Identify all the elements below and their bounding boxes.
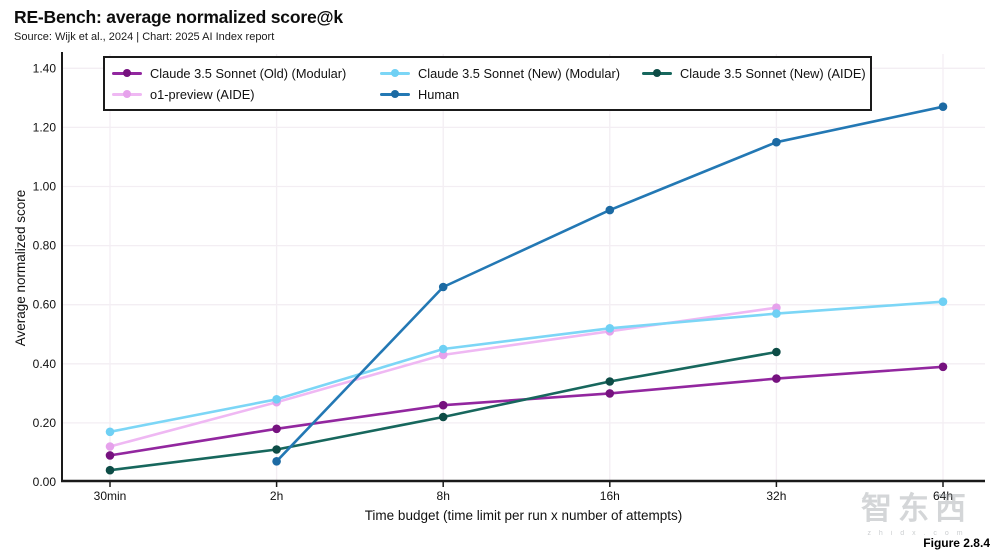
legend-label: Claude 3.5 Sonnet (New) (Modular): [418, 65, 621, 81]
data-point-series-0: [772, 374, 781, 383]
data-point-series-2: [605, 377, 615, 386]
data-point-series-2: [438, 412, 448, 422]
data-point-series-3: [438, 350, 448, 360]
y-tick-label: 1.20: [33, 120, 57, 134]
legend-item-claude-new-aide: Claude 3.5 Sonnet (New) (AIDE): [642, 63, 866, 83]
legend-label: Claude 3.5 Sonnet (Old) (Modular): [150, 65, 347, 81]
series-line-1: [108, 300, 945, 434]
data-point-series-3: [772, 303, 781, 313]
data-point-series-0: [272, 424, 281, 434]
y-tick-label: 0.40: [33, 357, 57, 371]
legend-swatch-icon: [642, 69, 672, 77]
legend-item-human: Human: [380, 84, 642, 104]
x-tick-label: 2h: [270, 489, 283, 503]
x-tick-label: 16h: [600, 489, 620, 503]
data-point-series-1: [105, 427, 115, 437]
legend-item-claude-old-modular: Claude 3.5 Sonnet (Old) (Modular): [112, 63, 380, 83]
legend-swatch-icon: [112, 69, 142, 77]
data-point-series-0: [938, 362, 948, 372]
data-point-series-4: [605, 205, 615, 215]
data-point-series-1: [438, 344, 448, 354]
data-point-series-1: [272, 395, 281, 404]
data-point-series-4: [272, 457, 281, 466]
y-tick-label: 1.40: [33, 61, 57, 75]
legend-item-o1-preview-aide: o1-preview (AIDE): [112, 84, 380, 104]
legend: Claude 3.5 Sonnet (Old) (Modular) Claude…: [103, 56, 872, 111]
x-axis-title: Time budget (time limit per run x number…: [364, 508, 683, 523]
x-tick-label: 64h: [933, 489, 953, 503]
y-tick-label: 0.00: [33, 475, 57, 489]
y-tick-label: 0.60: [33, 298, 57, 312]
x-tick-label: 32h: [766, 489, 786, 503]
chart-title: RE-Bench: average normalized score@k: [14, 7, 343, 27]
data-point-series-4: [438, 282, 448, 292]
legend-swatch-icon: [380, 90, 410, 98]
y-tick-label: 0.20: [33, 416, 57, 430]
legend-label: o1-preview (AIDE): [150, 86, 255, 102]
figure-label: Figure 2.8.4: [923, 536, 990, 550]
data-point-series-0: [105, 451, 115, 460]
data-point-series-2: [105, 465, 115, 475]
x-tick-label: 30min: [94, 489, 127, 503]
data-point-series-2: [272, 445, 281, 454]
data-point-series-2: [772, 347, 781, 357]
data-point-series-1: [772, 309, 781, 318]
legend-label: Claude 3.5 Sonnet (New) (AIDE): [680, 65, 866, 81]
x-tick-label: 8h: [437, 489, 450, 503]
data-point-series-1: [938, 297, 948, 307]
data-point-series-4: [938, 102, 948, 111]
legend-swatch-icon: [112, 90, 142, 98]
legend-swatch-icon: [380, 69, 410, 77]
series-line-0: [108, 365, 945, 457]
data-point-series-3: [105, 442, 115, 451]
data-point-series-0: [438, 400, 448, 410]
data-point-series-4: [772, 137, 781, 147]
data-point-series-0: [605, 389, 615, 398]
y-tick-label: 1.00: [33, 180, 57, 194]
y-tick-label: 0.80: [33, 239, 57, 253]
chart-source: Source: Wijk et al., 2024 | Chart: 2025 …: [14, 31, 275, 43]
data-point-series-1: [605, 324, 615, 333]
y-axis-title: Average normalized score: [13, 189, 28, 347]
legend-label: Human: [418, 86, 460, 102]
legend-item-claude-new-modular: Claude 3.5 Sonnet (New) (Modular): [380, 63, 642, 83]
